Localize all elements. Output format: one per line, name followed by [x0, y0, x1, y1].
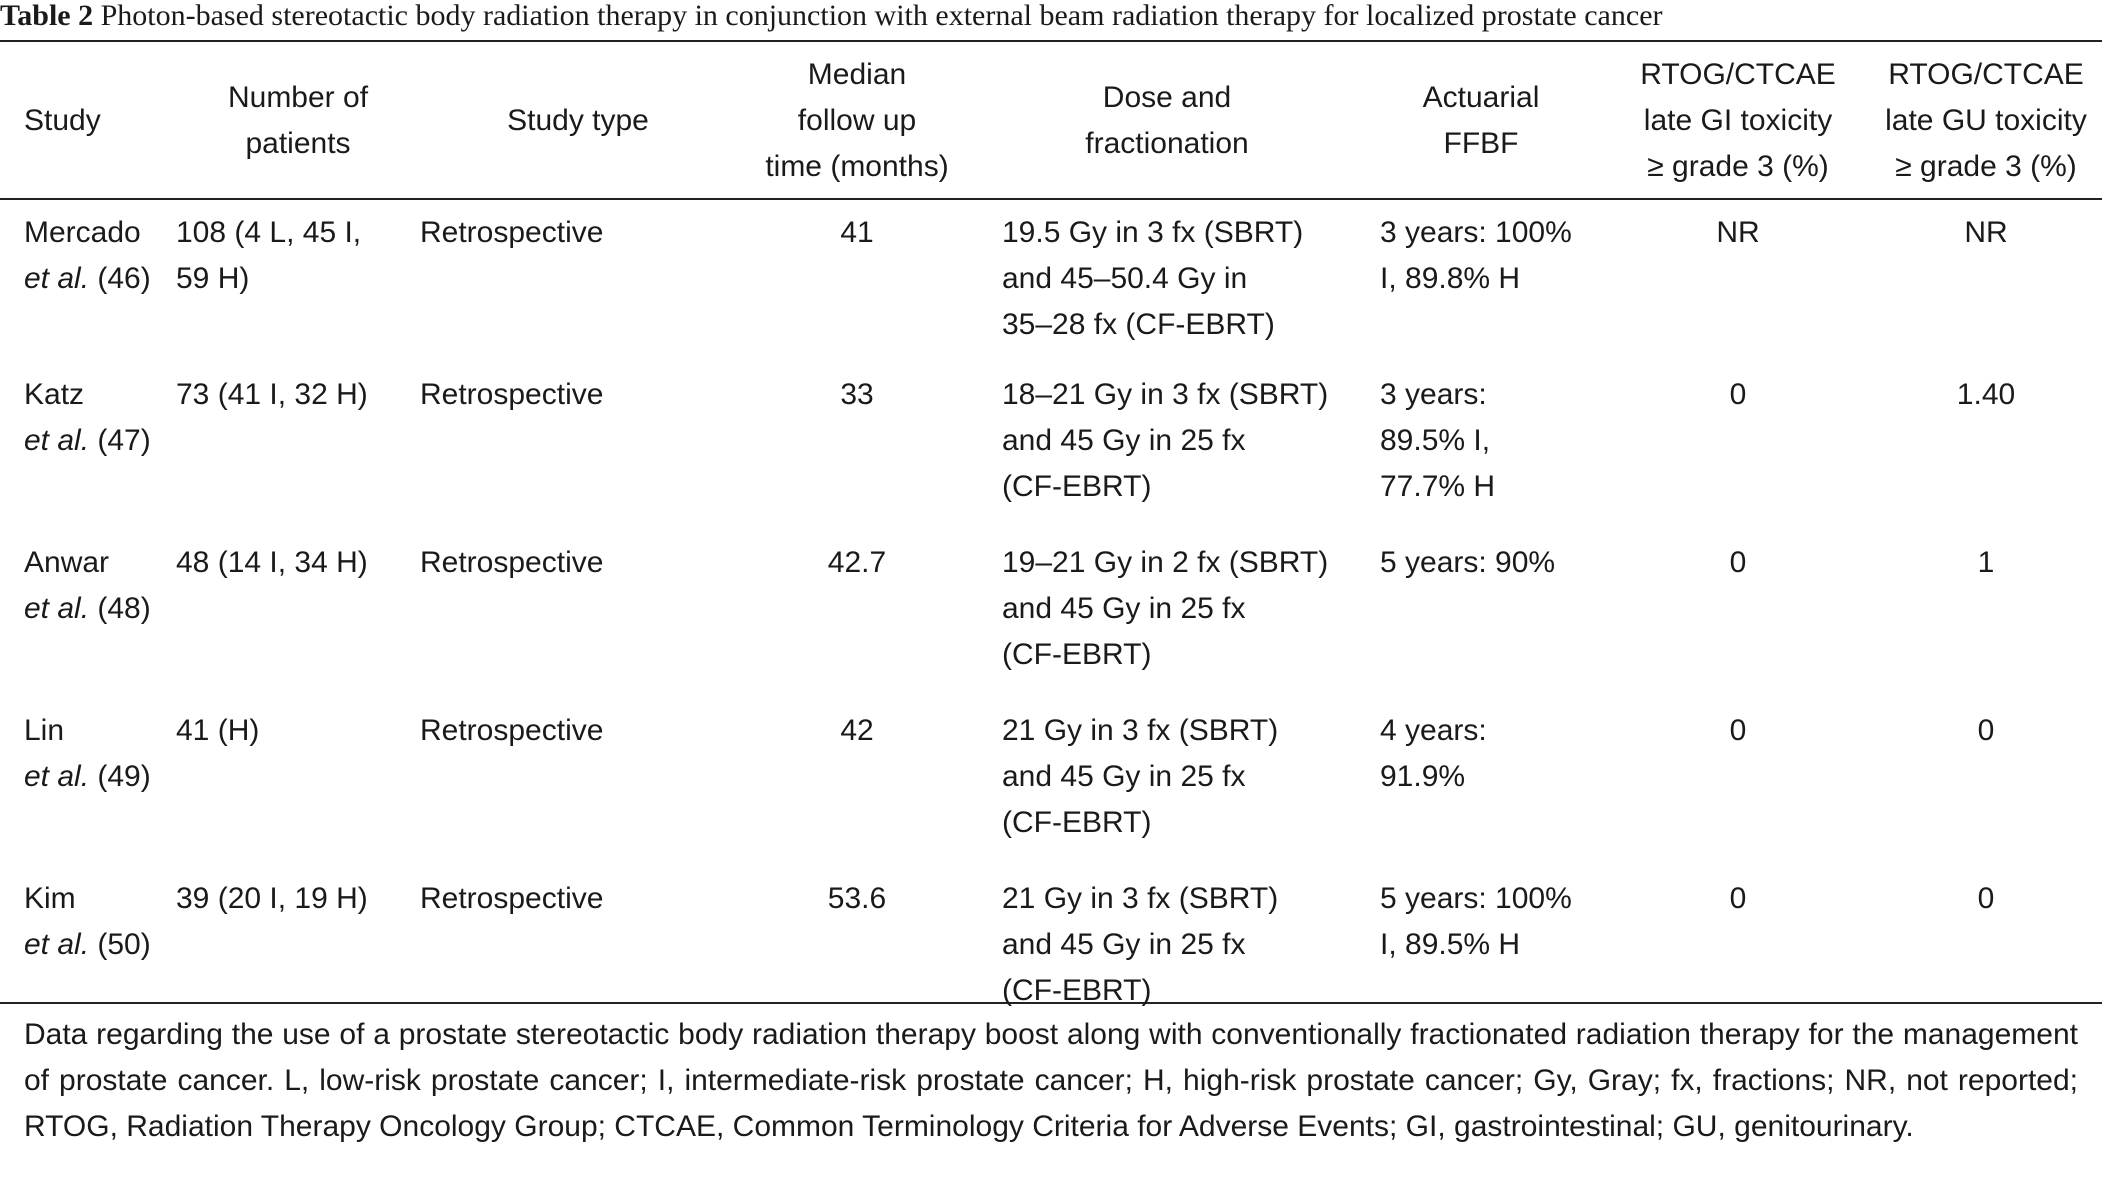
top-rule [0, 40, 2102, 42]
cell-ffbf: 5 years: 90% [1380, 546, 1556, 579]
table-label: Table 2 [0, 0, 94, 32]
cell-dose: 21 Gy in 3 fx (SBRT) and 45 Gy in 25 fx … [1002, 714, 1279, 839]
cell-gu: 0 [1977, 714, 1995, 747]
cell-followup: 42.7 [827, 546, 887, 579]
cell-patients: 48 (14 I, 34 H) [176, 546, 368, 579]
cell-gi: 0 [1729, 882, 1747, 915]
bottom-rule [0, 1002, 2102, 1004]
header-dose: Dose and fractionation [1085, 81, 1249, 160]
cell-study-type: Retrospective [420, 882, 604, 915]
header-rule [0, 198, 2102, 200]
cell-gi: 0 [1729, 546, 1747, 579]
table-row: Mercado et al. (46) 108 (4 L, 45 I, 59 H… [0, 196, 2102, 364]
data-table: Study Number of patients Study type Medi… [0, 46, 2102, 1036]
header-ffbf: Actuarial FFBF [1422, 81, 1540, 160]
cell-followup: 33 [840, 378, 874, 411]
header-patients: Number of patients [227, 81, 369, 160]
header-followup: Median follow up time (months) [765, 58, 949, 183]
cell-gi: 0 [1729, 714, 1747, 747]
header-row: Study Number of patients Study type Medi… [0, 46, 2102, 196]
cell-ffbf: 4 years: 91.9% [1380, 714, 1487, 793]
table-row: Lin et al. (49) 41 (H) Retrospective 42 … [0, 700, 2102, 868]
header-study: Study [24, 104, 101, 137]
cell-study: Kim et al. (50) [24, 882, 151, 961]
cell-study-type: Retrospective [420, 546, 604, 579]
cell-patients: 39 (20 I, 19 H) [176, 882, 368, 915]
cell-patients: 41 (H) [176, 714, 260, 747]
cell-dose: 19.5 Gy in 3 fx (SBRT) and 45–50.4 Gy in… [1002, 216, 1304, 341]
cell-ffbf: 3 years: 89.5% I, 77.7% H [1380, 378, 1496, 503]
table-title: Photon-based stereotactic body radiation… [100, 0, 1663, 32]
cell-dose: 21 Gy in 3 fx (SBRT) and 45 Gy in 25 fx … [1002, 882, 1279, 1007]
header-gu-toxicity: RTOG/CTCAE late GU toxicity ≥ grade 3 (%… [1885, 58, 2087, 183]
header-gi-toxicity: RTOG/CTCAE late GI toxicity ≥ grade 3 (%… [1640, 58, 1836, 183]
table-caption: Table 2 Photon-based stereotactic body r… [0, 0, 2102, 36]
cell-followup: 41 [840, 216, 874, 249]
cell-study: Katz et al. (47) [24, 378, 151, 457]
table-footnote: Data regarding the use of a prostate ste… [24, 1018, 2078, 1143]
cell-gu: 0 [1977, 882, 1995, 915]
cell-study: Mercado et al. (46) [24, 216, 151, 295]
cell-study-type: Retrospective [420, 378, 604, 411]
cell-study-type: Retrospective [420, 714, 604, 747]
cell-followup: 53.6 [827, 882, 887, 915]
cell-ffbf: 5 years: 100% I, 89.5% H [1380, 882, 1572, 961]
cell-followup: 42 [840, 714, 874, 747]
cell-dose: 19–21 Gy in 2 fx (SBRT) and 45 Gy in 25 … [1002, 546, 1329, 671]
cell-gu: 1 [1977, 546, 1995, 579]
cell-study-type: Retrospective [420, 216, 604, 249]
cell-patients: 108 (4 L, 45 I, 59 H) [176, 216, 362, 295]
cell-ffbf: 3 years: 100% I, 89.8% H [1380, 216, 1572, 295]
cell-gi: NR [1716, 216, 1760, 249]
cell-study: Lin et al. (49) [24, 714, 151, 793]
cell-patients: 73 (41 I, 32 H) [176, 378, 368, 411]
cell-gu: 1.40 [1956, 378, 2016, 411]
cell-dose: 18–21 Gy in 3 fx (SBRT) and 45 Gy in 25 … [1002, 378, 1329, 503]
header-study-type: Study type [507, 104, 649, 137]
table-row: Anwar et al. (48) 48 (14 I, 34 H) Retros… [0, 532, 2102, 700]
cell-gu: NR [1964, 216, 2008, 249]
table-row: Katz et al. (47) 73 (41 I, 32 H) Retrosp… [0, 364, 2102, 532]
table-row: Kim et al. (50) 39 (20 I, 19 H) Retrospe… [0, 868, 2102, 1036]
cell-gi: 0 [1729, 378, 1747, 411]
cell-study: Anwar et al. (48) [24, 546, 151, 625]
